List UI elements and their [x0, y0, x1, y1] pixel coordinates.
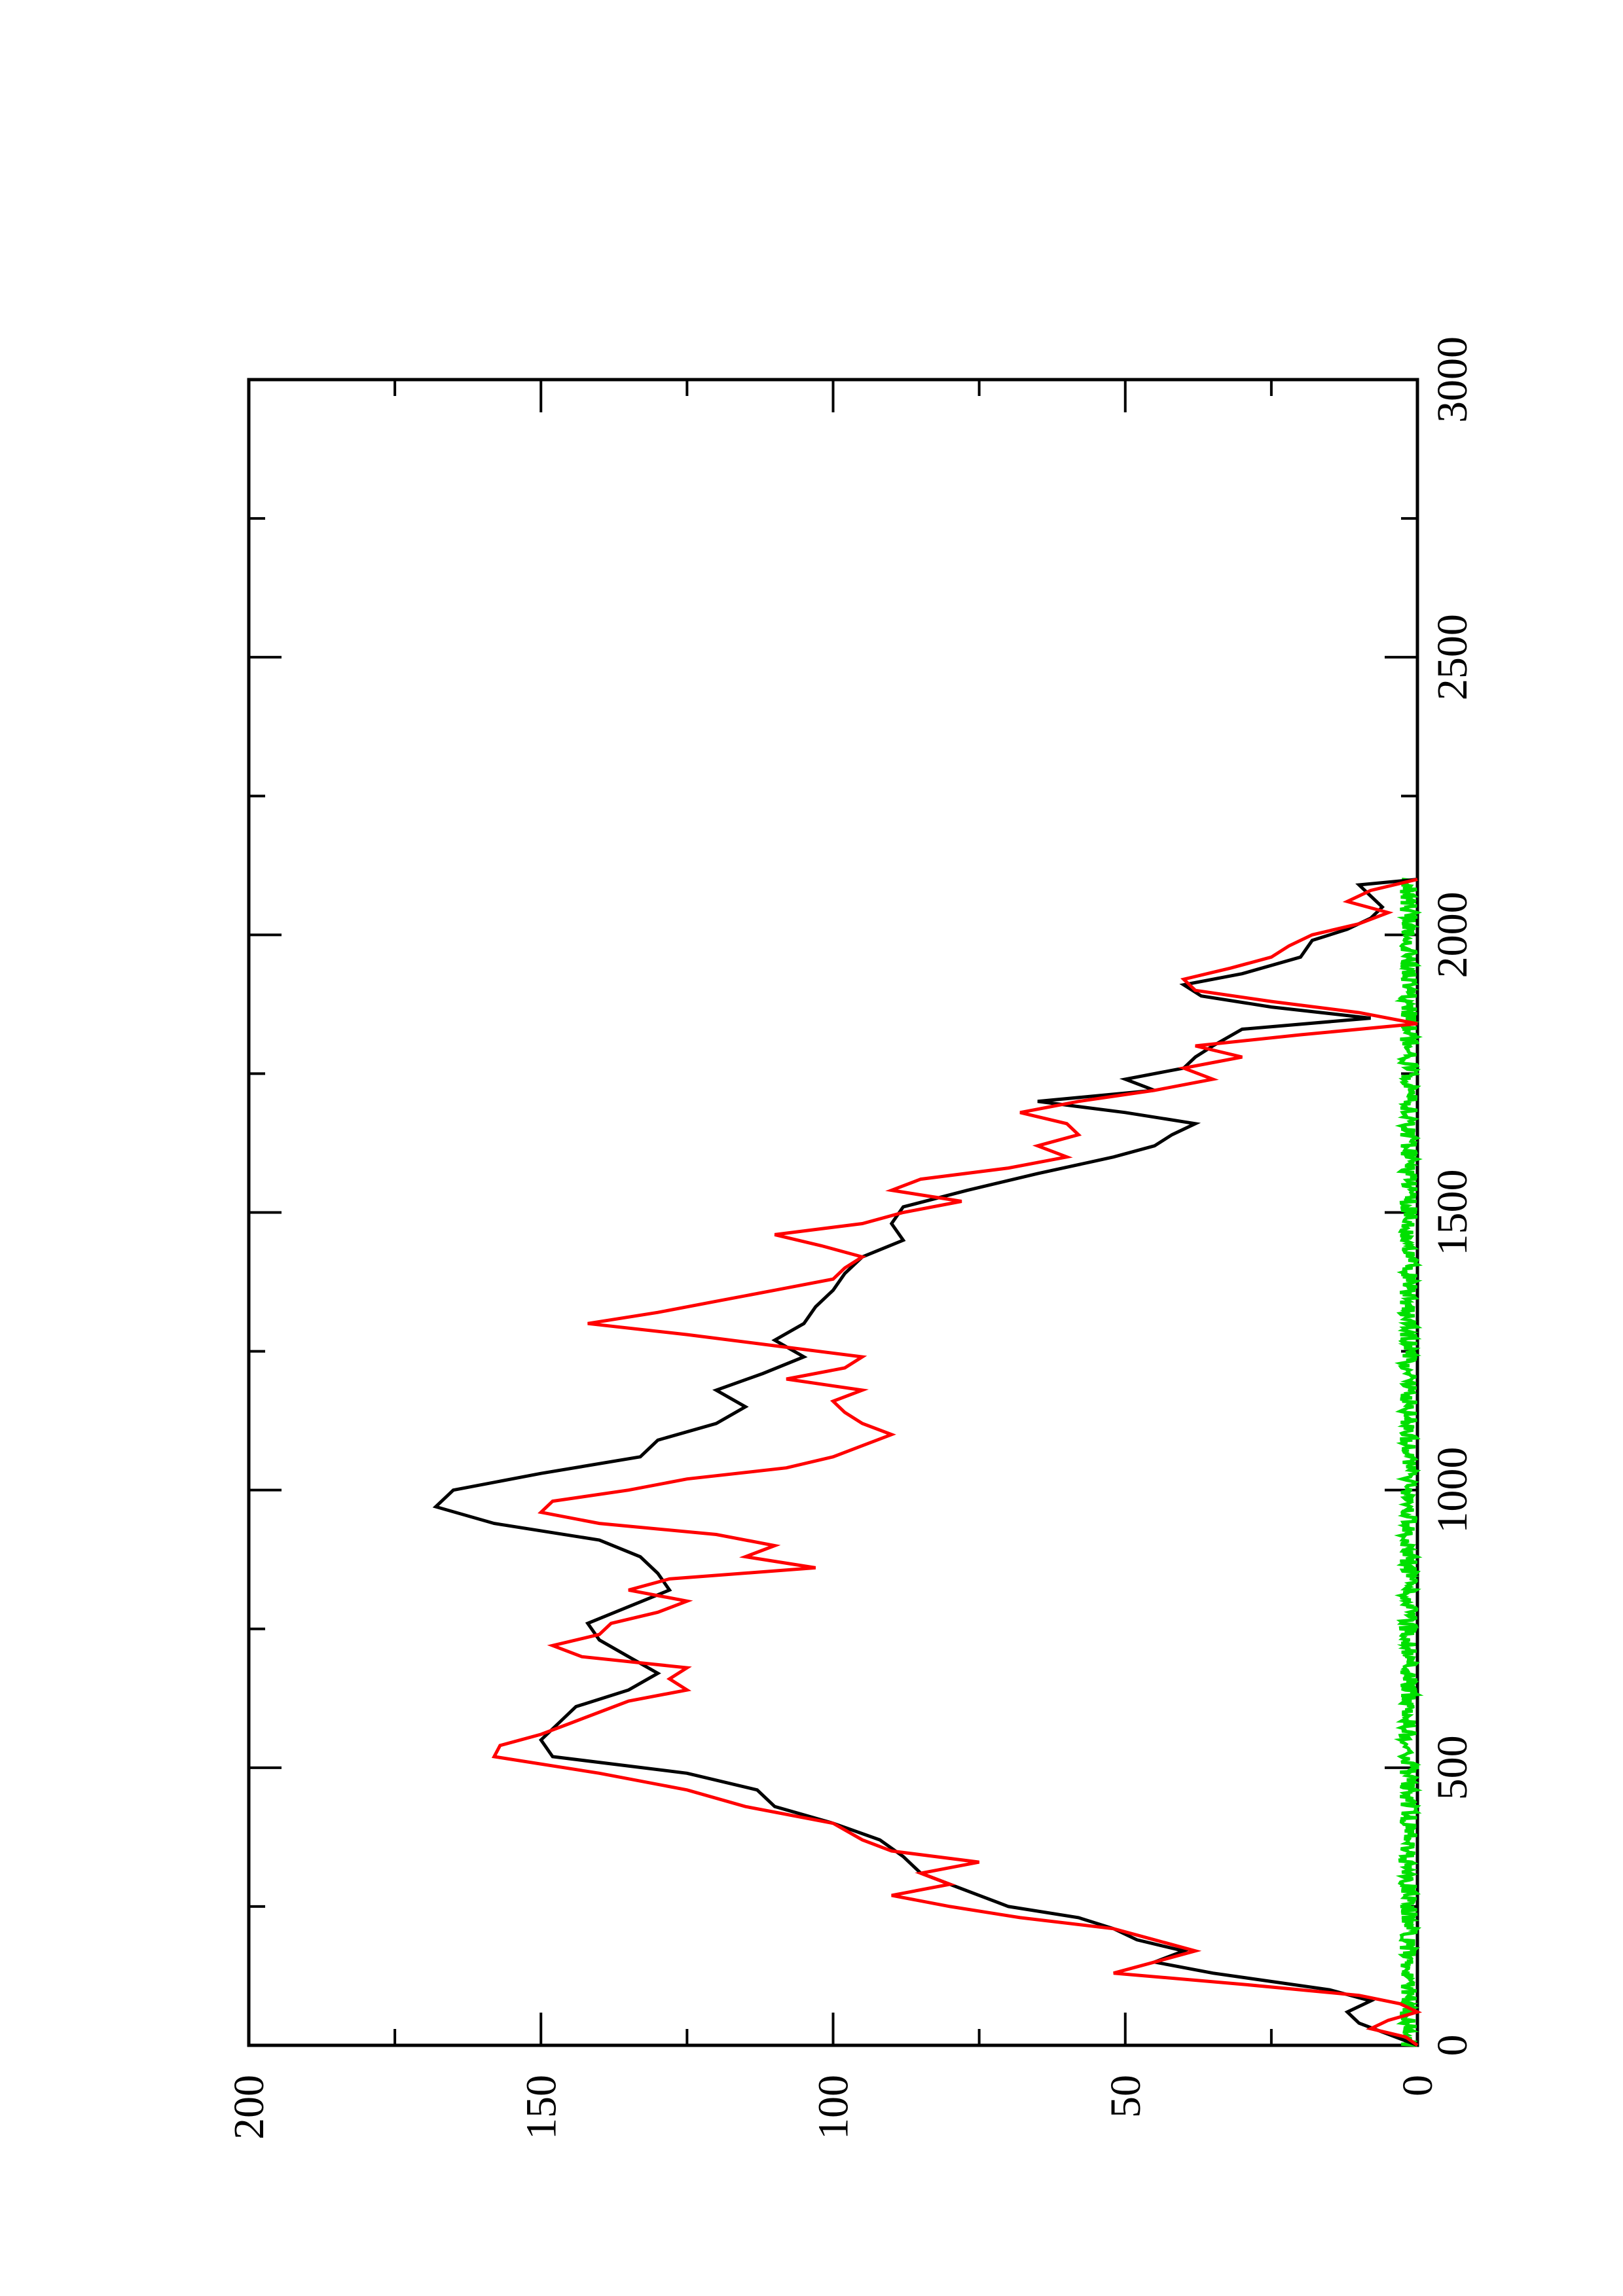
x-tick-label: 0 [1429, 2035, 1476, 2056]
x-tick-label: 1500 [1429, 1170, 1476, 1256]
x-tick-label: 500 [1429, 1735, 1476, 1800]
y-tick-label: 200 [225, 2075, 273, 2140]
x-tick-label: 2000 [1429, 891, 1476, 978]
plot-area [247, 378, 1424, 2047]
series-line-2 [491, 878, 1423, 2047]
series-line-3 [1393, 878, 1424, 2047]
y-tick-label: 50 [1102, 2075, 1150, 2118]
y-tick-label: 0 [1394, 2075, 1442, 2096]
plot-frame [247, 378, 1419, 2047]
x-tick-label: 1000 [1429, 1447, 1476, 1534]
y-tick-label: 100 [810, 2075, 858, 2140]
series-line-1 [432, 878, 1418, 2047]
y-tick-label: 150 [517, 2075, 565, 2140]
series-layer [432, 878, 1424, 2047]
y-tick-labels: 0 50 100 150 200 [225, 2075, 1442, 2140]
x-tick-label: 3000 [1429, 336, 1476, 423]
x-tick-label: 2500 [1429, 614, 1476, 700]
x-tick-labels: 0 500 1000 1500 2000 2500 3000 [1429, 336, 1476, 2056]
axis-ticks [247, 378, 1419, 2047]
